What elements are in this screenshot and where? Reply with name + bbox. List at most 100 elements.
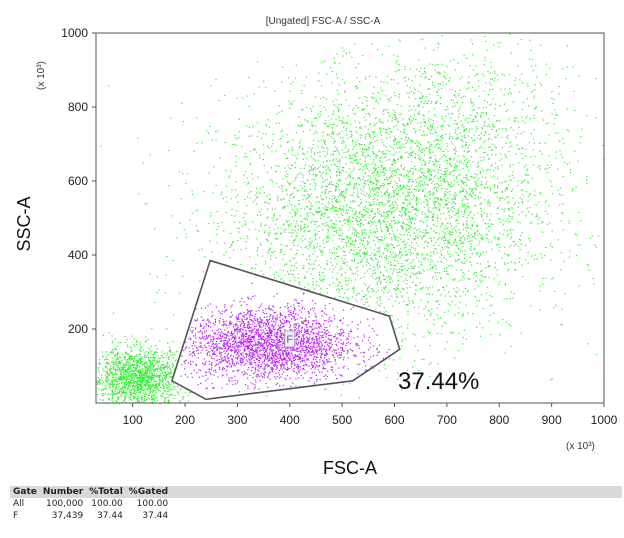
event-point: [383, 153, 385, 155]
event-point: [394, 256, 396, 258]
event-point: [313, 245, 315, 247]
event-point: [405, 246, 407, 248]
event-point: [231, 189, 233, 191]
event-point: [355, 239, 357, 241]
event-point: [411, 261, 413, 263]
event-point: [477, 285, 479, 287]
event-point: [104, 388, 106, 390]
event-point: [339, 120, 341, 122]
event-point: [134, 368, 136, 370]
event-point: [145, 383, 147, 385]
event-point: [295, 223, 297, 225]
event-point: [395, 222, 397, 224]
event-point: [281, 190, 284, 192]
event-point: [221, 191, 223, 193]
event-point: [153, 358, 155, 360]
event-point: [168, 366, 170, 368]
event-point: [158, 375, 160, 377]
event-point: [399, 252, 401, 254]
event-point: [107, 85, 110, 87]
event-point: [125, 380, 127, 382]
event-point: [316, 221, 318, 223]
event-point: [153, 389, 155, 391]
event-point: [225, 251, 228, 253]
event-point: [111, 335, 113, 337]
event-point: [375, 278, 377, 280]
event-point: [235, 155, 237, 157]
event-point: [335, 158, 337, 160]
event-point: [250, 190, 252, 193]
event-point: [127, 386, 129, 388]
event-point: [150, 365, 152, 367]
event-point: [387, 189, 389, 191]
event-point: [433, 164, 435, 166]
event-point: [506, 230, 508, 232]
event-point: [379, 246, 381, 249]
event-point: [155, 345, 157, 347]
event-point: [116, 374, 118, 376]
event-point: [280, 131, 282, 133]
event-point: [353, 288, 355, 290]
event-point: [482, 327, 484, 329]
event-point: [382, 182, 384, 184]
event-point: [336, 255, 338, 257]
event-point: [358, 220, 360, 222]
event-point: [117, 351, 119, 353]
event-point: [111, 393, 113, 396]
event-point: [114, 383, 116, 385]
event-point: [290, 248, 292, 250]
event-point: [225, 185, 227, 187]
event-point: [343, 121, 345, 123]
event-point: [364, 160, 366, 162]
event-point: [156, 361, 158, 364]
event-point: [393, 210, 395, 212]
event-point: [102, 389, 104, 391]
event-point: [170, 376, 172, 378]
event-point: [353, 146, 356, 148]
event-point: [322, 135, 324, 137]
event-point: [362, 239, 364, 242]
event-point: [407, 327, 409, 329]
event-point: [349, 174, 351, 176]
event-point: [338, 180, 340, 182]
event-point: [166, 364, 168, 366]
event-point: [359, 226, 361, 228]
event-point: [355, 235, 358, 237]
event-point: [418, 271, 420, 273]
event-point: [340, 266, 342, 268]
event-point: [509, 229, 511, 231]
event-point: [335, 266, 337, 268]
event-point: [330, 261, 332, 264]
event-point: [488, 266, 490, 268]
event-point: [123, 378, 125, 380]
event-point: [385, 225, 387, 227]
event-point: [445, 156, 447, 158]
event-point: [296, 174, 298, 176]
event-point: [385, 176, 388, 179]
event-point: [466, 220, 468, 222]
event-point: [385, 109, 387, 111]
event-point: [287, 76, 289, 79]
event-point: [512, 171, 514, 173]
event-point: [414, 249, 416, 251]
event-point: [315, 201, 317, 203]
event-point: [392, 230, 394, 232]
event-point: [320, 287, 322, 289]
event-point: [515, 243, 517, 246]
event-point: [102, 334, 105, 336]
event-point: [428, 88, 430, 90]
event-point: [462, 313, 464, 315]
event-point: [348, 184, 350, 186]
event-point: [467, 232, 469, 234]
event-point: [412, 259, 414, 261]
event-point: [158, 384, 160, 386]
event-point: [328, 198, 330, 200]
event-point: [485, 276, 487, 278]
event-point: [361, 233, 363, 235]
event-point: [396, 295, 398, 297]
event-point: [357, 163, 359, 165]
event-point: [425, 240, 427, 242]
event-point: [330, 257, 332, 259]
event-point: [253, 148, 255, 151]
event-point: [463, 257, 465, 259]
